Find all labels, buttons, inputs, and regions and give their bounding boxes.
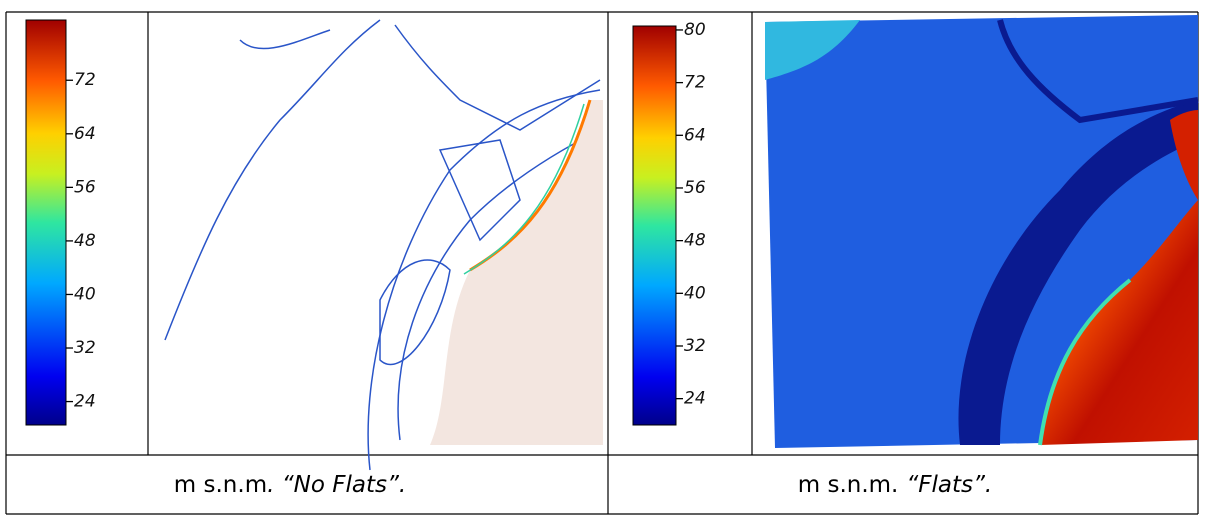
tick-label: 80 — [684, 20, 706, 40]
colorbar — [25, 19, 67, 426]
colorbar — [632, 25, 677, 426]
tick-label: 56 — [74, 177, 96, 197]
tick-label: 32 — [684, 336, 706, 356]
tick-label: 48 — [74, 231, 96, 251]
tick-label: 72 — [74, 70, 96, 90]
tick-label: 64 — [74, 124, 96, 144]
tick-label: 40 — [74, 284, 96, 304]
caption: m s.n.m. “No Flats”. — [174, 472, 406, 498]
tick-label: 48 — [684, 231, 706, 251]
caption-label: . “No Flats”. — [267, 472, 406, 498]
tick-label: 24 — [74, 392, 96, 412]
tick-label: 24 — [684, 389, 706, 409]
tick-label: 40 — [684, 283, 706, 303]
map-no-flats — [158, 15, 603, 471]
caption: m s.n.m. “Flats”. — [798, 472, 992, 498]
tick-label: 72 — [684, 73, 706, 93]
tick-label: 56 — [684, 178, 706, 198]
map-flats — [765, 15, 1199, 448]
tick-label: 64 — [684, 125, 706, 145]
caption-label: “Flats”. — [906, 472, 992, 498]
tick-label: 32 — [74, 338, 96, 358]
caption-unit: m s.n.m. — [798, 472, 899, 498]
caption-unit: m s.n.m — [174, 472, 267, 498]
